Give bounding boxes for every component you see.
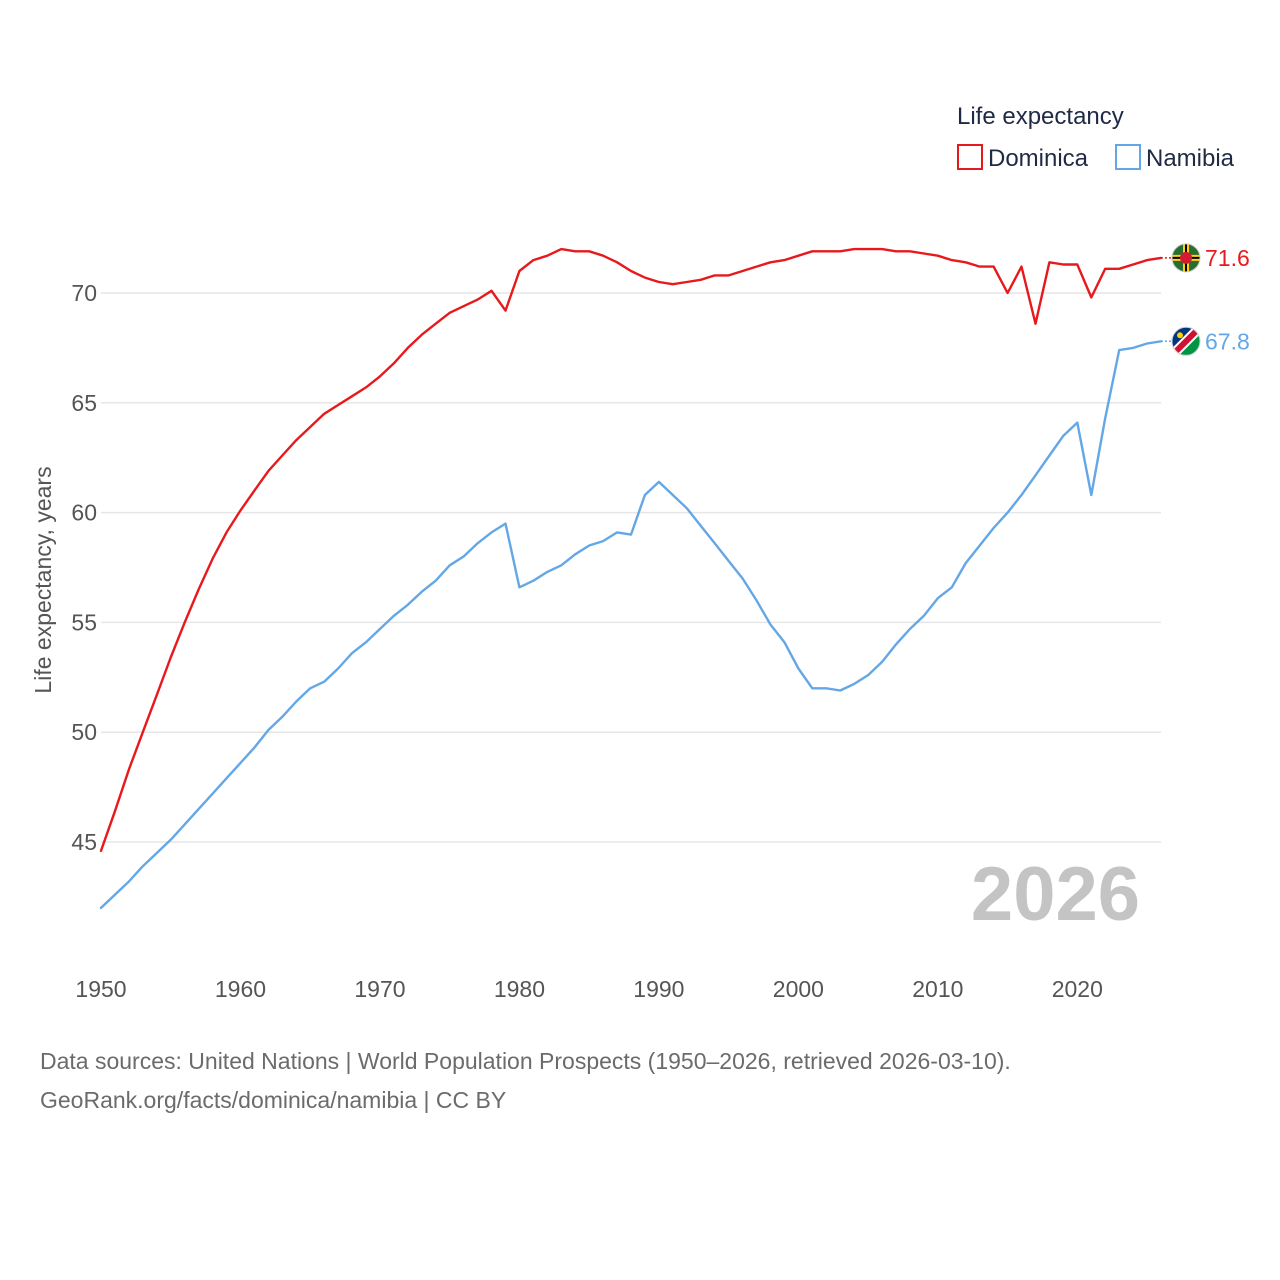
legend-swatch-dominica bbox=[957, 144, 983, 170]
end-label-namibia: 67.8 bbox=[1205, 328, 1250, 354]
x-tick-label-1950: 1950 bbox=[75, 976, 126, 1002]
y-tick-label-65: 65 bbox=[71, 390, 97, 416]
legend: Life expectancy Dominica Namibia bbox=[957, 103, 1235, 172]
legend-label-dominica: Dominica bbox=[988, 145, 1089, 172]
current-year-watermark: 2026 bbox=[971, 852, 1140, 937]
legend-title: Life expectancy bbox=[957, 103, 1124, 130]
series-line-namibia bbox=[99, 340, 1163, 910]
x-tick-label-1980: 1980 bbox=[494, 976, 545, 1002]
x-tick-label-1960: 1960 bbox=[215, 976, 266, 1002]
series-end-markers: 71.6 67.8 bbox=[1161, 243, 1250, 356]
x-tick-label-1970: 1970 bbox=[354, 976, 405, 1002]
y-axis-ticks: 45 50 55 60 65 70 bbox=[71, 280, 97, 855]
y-tick-label-55: 55 bbox=[71, 609, 97, 635]
x-tick-label-1990: 1990 bbox=[633, 976, 684, 1002]
y-tick-label-50: 50 bbox=[71, 719, 97, 745]
x-tick-label-2010: 2010 bbox=[912, 976, 963, 1002]
end-label-dominica: 71.6 bbox=[1205, 245, 1250, 271]
y-axis-title: Life expectancy, years bbox=[30, 466, 56, 693]
x-tick-label-2000: 2000 bbox=[773, 976, 824, 1002]
footer: Data sources: United Nations | World Pop… bbox=[40, 1042, 1011, 1120]
series-line-dominica bbox=[99, 247, 1163, 852]
data-source-note: Data sources: United Nations | World Pop… bbox=[40, 1048, 1011, 1074]
gridlines bbox=[101, 292, 1161, 843]
y-tick-label-70: 70 bbox=[71, 280, 97, 306]
legend-item-dominica[interactable]: Dominica bbox=[957, 144, 1089, 172]
attribution-link[interactable]: GeoRank.org/facts/dominica/namibia | CC … bbox=[40, 1087, 507, 1113]
legend-item-namibia[interactable]: Namibia bbox=[1115, 144, 1235, 172]
y-tick-label-60: 60 bbox=[71, 500, 97, 526]
legend-swatch-namibia bbox=[1115, 144, 1141, 170]
dominica-flag-icon bbox=[1171, 243, 1201, 273]
series-lines bbox=[99, 247, 1163, 910]
y-tick-label-45: 45 bbox=[71, 829, 97, 855]
x-tick-label-2020: 2020 bbox=[1052, 976, 1103, 1002]
namibia-flag-icon bbox=[1171, 326, 1201, 356]
x-axis-ticks: 1950 1960 1970 1980 1990 2000 2010 2020 bbox=[75, 976, 1102, 1002]
legend-label-namibia: Namibia bbox=[1146, 145, 1235, 172]
